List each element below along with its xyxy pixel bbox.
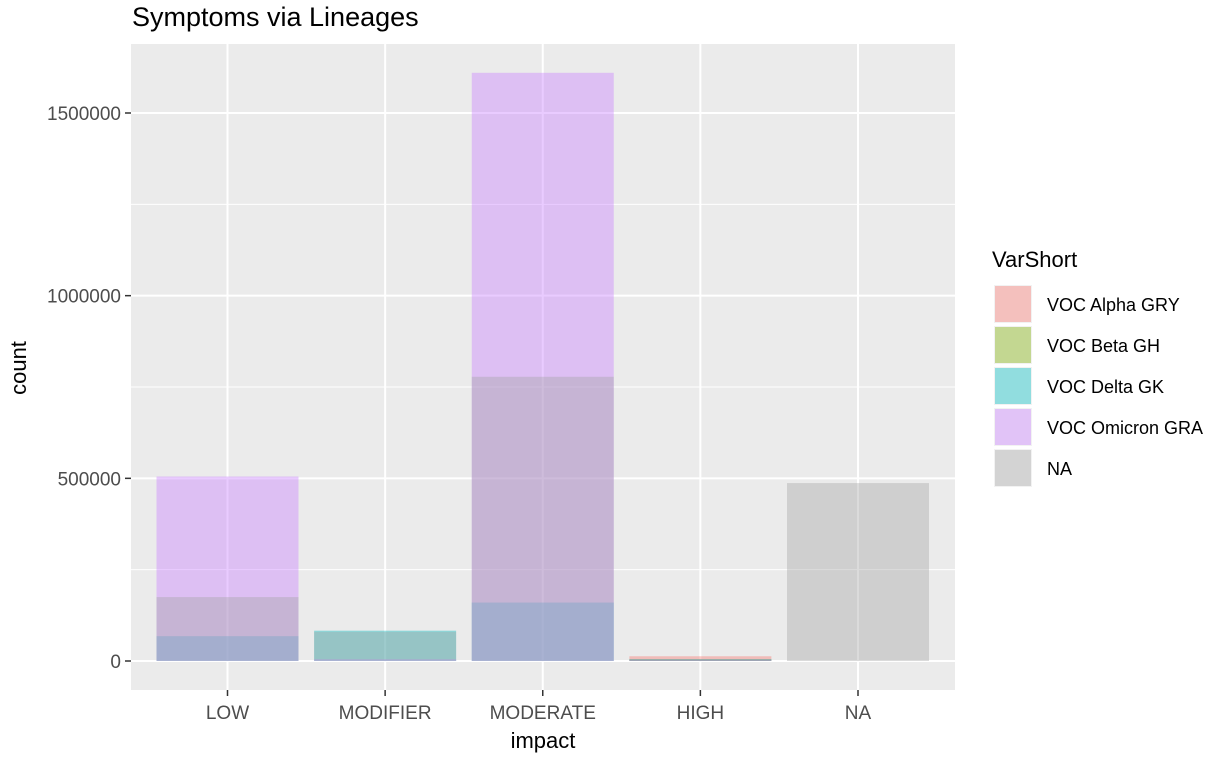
bar (156, 636, 299, 661)
bars (156, 72, 929, 661)
x-axis: LOW MODIFIER MODERATE HIGH NA (206, 690, 872, 724)
bar (471, 602, 614, 661)
legend-title: VarShort (992, 247, 1077, 272)
x-tick-label: NA (845, 703, 872, 724)
bar (156, 476, 299, 661)
x-axis-title: impact (511, 728, 576, 753)
x-tick-label: MODERATE (490, 703, 596, 724)
x-tick-label: LOW (206, 703, 249, 724)
legend-key-background (994, 285, 1032, 323)
legend: VarShort VOC Alpha GRY VOC Beta GH VOC Del… (992, 247, 1203, 487)
y-axis: 0 500000 1000000 1500000 (47, 104, 131, 673)
legend-label: NA (1047, 459, 1072, 479)
y-tick-label: 500000 (58, 469, 121, 490)
bar (471, 72, 614, 661)
bar (787, 483, 929, 661)
legend-swatch (995, 409, 1031, 445)
bar (314, 631, 457, 661)
legend-swatch (995, 286, 1031, 322)
bar (629, 659, 772, 661)
legend-label: VOC Omicron GRA (1047, 418, 1203, 438)
legend-swatch (995, 327, 1031, 363)
chart-title: Symptoms via Lineages (132, 2, 419, 32)
y-tick-label: 1000000 (47, 287, 121, 308)
legend-label: VOC Delta GK (1047, 377, 1164, 397)
y-tick-label: 1500000 (47, 104, 121, 125)
x-tick-label: MODIFIER (339, 703, 432, 724)
bar (156, 597, 299, 661)
legend-label: VOC Alpha GRY (1047, 295, 1180, 315)
bar (471, 376, 614, 661)
y-axis-title: count (6, 341, 31, 395)
bar (629, 659, 772, 661)
legend-swatch (995, 450, 1031, 486)
legend-label: VOC Beta GH (1047, 336, 1160, 356)
bar (314, 659, 457, 661)
y-tick-label: 0 (110, 652, 121, 673)
legend-key-background (994, 367, 1032, 405)
bar (629, 659, 772, 661)
bar (629, 656, 772, 661)
legend-key-background (994, 408, 1032, 446)
legend-swatch (995, 368, 1031, 404)
legend-key-background (994, 449, 1032, 487)
x-tick-label: HIGH (677, 703, 725, 724)
grid-lines (131, 44, 955, 690)
bar (629, 659, 772, 661)
bar (314, 630, 457, 661)
legend-key-background (994, 326, 1032, 364)
